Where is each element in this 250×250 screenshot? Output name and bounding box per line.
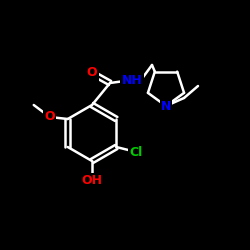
Text: O: O [44,110,55,124]
Text: NH: NH [122,74,142,86]
Text: OH: OH [82,174,102,188]
Text: Cl: Cl [130,146,143,158]
Text: N: N [161,100,171,112]
Text: O: O [87,66,97,80]
